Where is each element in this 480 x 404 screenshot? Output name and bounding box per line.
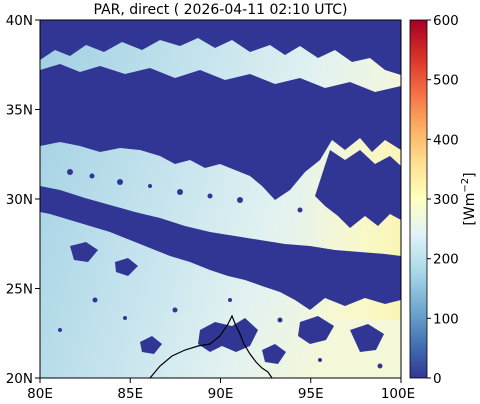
colorbar-gradient: [409, 19, 428, 379]
y-tick-label: 40N: [6, 13, 33, 29]
coastline: [149, 314, 273, 378]
x-axis: 80E 85E 90E 95E 100E: [27, 378, 415, 402]
x-tick-label: 95E: [298, 386, 324, 402]
y-tick-label: 20N: [6, 371, 33, 387]
colorbar: 0 100 200 300 400 500 600 [Wm−2]: [409, 13, 478, 387]
x-tick-label: 90E: [208, 386, 234, 402]
x-tick-label: 85E: [117, 386, 143, 402]
x-tick-label: 80E: [27, 386, 53, 402]
y-tick-label: 25N: [6, 282, 33, 298]
y-tick-label: 35N: [6, 103, 33, 119]
cloud-cover: [40, 20, 401, 369]
colorbar-tick-label: 500: [433, 73, 459, 89]
y-tick-label: 30N: [6, 192, 33, 208]
x-tick-label: 100E: [381, 386, 415, 402]
colorbar-tick-label: 0: [433, 371, 442, 387]
colorbar-tick-label: 100: [433, 311, 459, 327]
colorbar-tick-label: 200: [433, 252, 459, 268]
map-title: PAR, direct ( 2026-04-11 02:10 UTC): [93, 2, 348, 18]
map-panel: [40, 20, 401, 378]
colorbar-tick-label: 400: [433, 132, 459, 148]
colorbar-tick-label: 600: [433, 13, 459, 29]
colorbar-unit-label: [Wm−2]: [460, 172, 478, 225]
colorbar-tick-label: 300: [433, 192, 459, 208]
y-axis: 40N 35N 30N 25N 20N: [6, 13, 40, 387]
